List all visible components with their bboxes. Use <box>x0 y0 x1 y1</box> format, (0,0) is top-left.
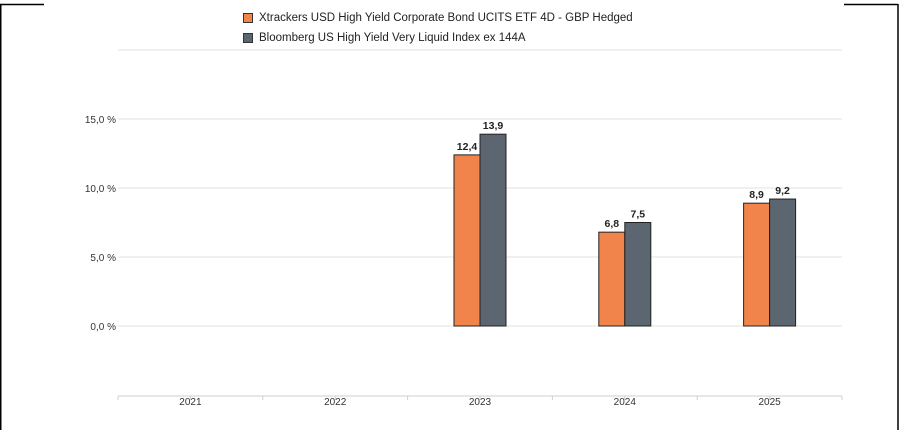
bar <box>453 154 481 327</box>
data-label: 8,9 <box>749 189 764 201</box>
data-label: 9,2 <box>775 185 790 197</box>
legend: Xtrackers USD High Yield Corporate Bond … <box>243 8 633 48</box>
bar <box>598 231 626 327</box>
plot-area: 0,0 % 5,0 % 10,0 % 15,0 % 2021 2022 2023 12,4 13… <box>85 49 843 408</box>
data-label: 7,5 <box>630 209 645 221</box>
bar <box>743 202 771 327</box>
x-tick-label: 2023 <box>469 397 492 408</box>
bar <box>624 222 652 327</box>
x-tick-label: 2024 <box>614 397 637 408</box>
y-tick-label: 5,0 % <box>90 253 116 264</box>
bar <box>769 198 797 327</box>
data-label: 12,4 <box>457 141 478 153</box>
x-tick-label: 2022 <box>324 397 347 408</box>
bar <box>479 133 507 327</box>
legend-label-fund: Xtrackers USD High Yield Corporate Bond … <box>259 12 633 24</box>
legend-swatch-fund <box>243 13 253 23</box>
legend-label-index: Bloomberg US High Yield Very Liquid Inde… <box>259 32 526 44</box>
x-tick-label: 2025 <box>758 397 781 408</box>
y-tick-label: 15,0 % <box>85 115 116 126</box>
legend-swatch-index <box>243 33 253 43</box>
legend-item-fund: Xtrackers USD High Yield Corporate Bond … <box>243 8 633 28</box>
y-tick-label: 0,0 % <box>90 322 116 333</box>
data-label: 6,8 <box>604 218 619 230</box>
legend-item-index: Bloomberg US High Yield Very Liquid Inde… <box>243 28 633 48</box>
data-label: 13,9 <box>483 120 504 132</box>
x-tick-label: 2021 <box>179 397 202 408</box>
y-tick-label: 10,0 % <box>85 184 116 195</box>
